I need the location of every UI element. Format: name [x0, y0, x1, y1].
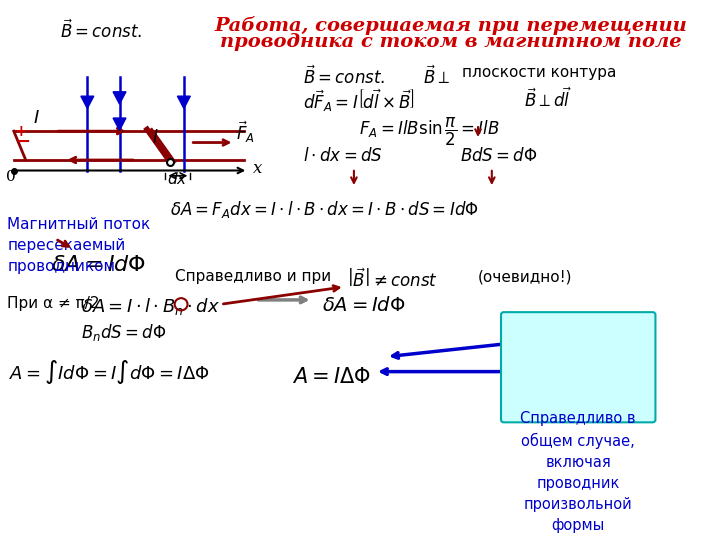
Text: $A = \int Id\Phi = I\int d\Phi = I\Delta\Phi$: $A = \int Id\Phi = I\int d\Phi = I\Delta…	[9, 359, 210, 387]
Text: $\delta A = Id\Phi$: $\delta A = Id\Phi$	[50, 254, 145, 275]
Text: $\delta A = F_A dx = I \cdot l \cdot B \cdot dx = I \cdot B \cdot dS = Id\Phi$: $\delta A = F_A dx = I \cdot l \cdot B \…	[170, 199, 479, 220]
Text: $d\vec{F}_A = I\left[d\vec{l} \times \vec{B}\right]$: $d\vec{F}_A = I\left[d\vec{l} \times \ve…	[303, 87, 415, 114]
Text: Справедливо в
общем случае,
включая
проводник
произвольной
формы: Справедливо в общем случае, включая пров…	[521, 411, 636, 532]
Text: $\delta A = I \cdot l \cdot B_n \cdot dx$: $\delta A = I \cdot l \cdot B_n \cdot dx…	[81, 295, 220, 316]
Text: $\vec{B} \perp$: $\vec{B} \perp$	[423, 65, 450, 88]
Text: $\left|\vec{B}\right| \neq const$: $\left|\vec{B}\right| \neq const$	[348, 268, 438, 291]
Text: $B_n dS = d\Phi$: $B_n dS = d\Phi$	[81, 322, 166, 343]
Text: $dx$: $dx$	[167, 172, 188, 187]
Text: $l$: $l$	[152, 129, 158, 146]
Text: −: −	[14, 133, 30, 151]
Text: $\delta A = Id\Phi$: $\delta A = Id\Phi$	[322, 295, 405, 314]
Text: проводника с током в магнитном поле: проводника с током в магнитном поле	[220, 33, 681, 51]
FancyBboxPatch shape	[501, 312, 655, 422]
Text: $\vec{B} \perp d\vec{l}$: $\vec{B} \perp d\vec{l}$	[524, 87, 572, 111]
Text: $l \cdot dx = dS$: $l \cdot dx = dS$	[303, 147, 383, 165]
Text: $A = I\Delta\Phi$: $A = I\Delta\Phi$	[292, 367, 371, 387]
Text: $I$: $I$	[33, 109, 40, 127]
Text: (очевидно!): (очевидно!)	[478, 269, 572, 284]
Text: плоскости контура: плоскости контура	[462, 65, 617, 80]
Text: Справедливо и при: Справедливо и при	[175, 269, 330, 284]
Text: 0: 0	[6, 170, 16, 184]
Text: Магнитный поток
пересекаемый
проводником: Магнитный поток пересекаемый проводником	[7, 217, 150, 274]
Text: $\vec{F}_A$: $\vec{F}_A$	[236, 119, 255, 145]
Text: $\vec{B} = const.$: $\vec{B} = const.$	[303, 65, 386, 88]
Polygon shape	[177, 96, 190, 109]
Polygon shape	[113, 118, 126, 130]
Text: $BdS = d\Phi$: $BdS = d\Phi$	[459, 147, 537, 165]
Text: x: x	[253, 160, 262, 177]
Text: При α ≠ π/2: При α ≠ π/2	[7, 295, 100, 310]
Text: $F_A = IlB\sin\dfrac{\pi}{2} = IlB$: $F_A = IlB\sin\dfrac{\pi}{2} = IlB$	[359, 116, 500, 147]
Text: +: +	[14, 124, 27, 139]
Text: $\vec{B} = const.$: $\vec{B} = const.$	[60, 19, 143, 42]
Polygon shape	[81, 96, 94, 109]
Text: Работа, совершаемая при перемещении: Работа, совершаемая при перемещении	[214, 16, 687, 35]
Polygon shape	[113, 92, 126, 104]
